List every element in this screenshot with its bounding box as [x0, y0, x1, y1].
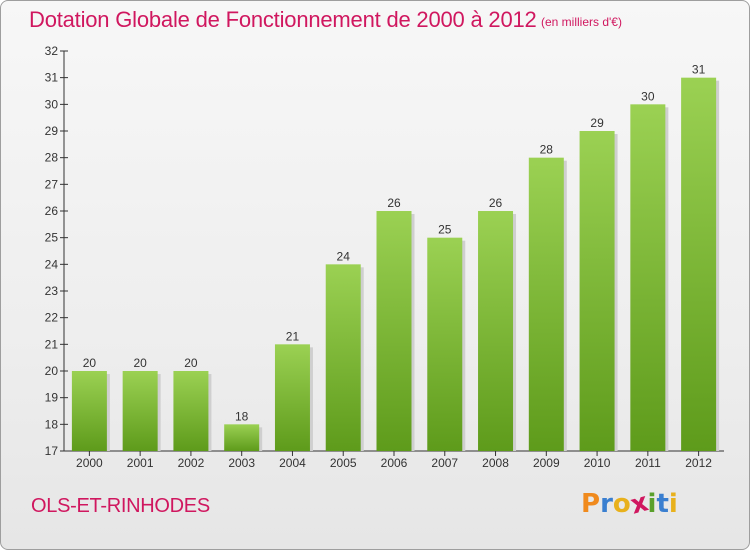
y-tick-label: 30	[45, 97, 59, 111]
x-tick-label: 2003	[228, 456, 255, 470]
y-tick-label: 17	[45, 444, 59, 458]
y-tick-label: 24	[45, 257, 59, 271]
x-tick-label: 2010	[584, 456, 611, 470]
y-tick-label: 32	[45, 44, 59, 58]
x-tick-label: 2004	[279, 456, 306, 470]
bar-value-label: 25	[438, 223, 452, 237]
y-tick-label: 22	[45, 311, 59, 325]
bar-value-label: 29	[590, 116, 604, 130]
bar	[630, 104, 666, 451]
bar	[579, 131, 615, 451]
y-tick-label: 18	[45, 417, 59, 431]
chart-title: Dotation Globale de Fonctionnement de 20…	[29, 7, 537, 32]
logo-letter: i	[668, 489, 678, 519]
logo-letter: P	[581, 489, 601, 519]
logo-letter: t	[656, 489, 669, 519]
bar-value-label: 26	[489, 196, 503, 210]
bar-value-label: 30	[641, 89, 655, 103]
bar-value-label: 20	[184, 356, 198, 370]
bar	[325, 264, 361, 451]
y-tick-label: 19	[45, 391, 59, 405]
bar-value-label: 26	[387, 196, 401, 210]
x-tick-label: 2000	[76, 456, 103, 470]
bar-value-label: 20	[83, 356, 97, 370]
chart-subtitle: (en milliers d'€)	[541, 15, 622, 29]
x-tick-label: 2007	[431, 456, 458, 470]
x-tick-label: 2008	[482, 456, 509, 470]
bar-value-label: 24	[337, 249, 351, 263]
x-tick-label: 2009	[533, 456, 560, 470]
bar	[71, 371, 107, 451]
logo-letter: o	[612, 489, 631, 519]
bar	[478, 211, 514, 451]
bar-value-label: 18	[235, 409, 249, 423]
y-tick-label: 28	[45, 151, 59, 165]
x-tick-label: 2006	[381, 456, 408, 470]
bar	[681, 77, 717, 452]
x-tick-label: 2002	[178, 456, 205, 470]
x-tick-label: 2005	[330, 456, 357, 470]
bar-value-label: 21	[286, 329, 300, 343]
y-tick-label: 25	[45, 231, 59, 245]
bar	[376, 211, 412, 451]
bar	[173, 371, 209, 451]
y-tick-label: 23	[45, 284, 59, 298]
y-tick-label: 20	[45, 364, 59, 378]
bar	[427, 237, 463, 451]
x-tick-label: 2011	[635, 456, 661, 470]
y-tick-label: 26	[45, 204, 59, 218]
x-tick-label: 2001	[127, 456, 154, 470]
y-tick-label: 31	[45, 71, 59, 85]
bar-value-label: 31	[692, 63, 706, 77]
bar-value-label: 28	[540, 143, 554, 157]
x-tick-label: 2012	[685, 456, 712, 470]
bar-value-label: 20	[133, 356, 147, 370]
logo-letter: r	[600, 489, 613, 519]
y-tick-label: 29	[45, 124, 59, 138]
logo-letter: i	[647, 489, 657, 519]
y-tick-label: 21	[45, 337, 59, 351]
proxiti-logo: Proxiti	[581, 487, 678, 520]
commune-name: OLS-ET-RINHODES	[31, 495, 210, 517]
bar	[224, 424, 260, 451]
bar	[528, 157, 564, 451]
y-tick-label: 27	[45, 177, 59, 191]
bar	[122, 371, 158, 451]
bar	[274, 344, 310, 451]
